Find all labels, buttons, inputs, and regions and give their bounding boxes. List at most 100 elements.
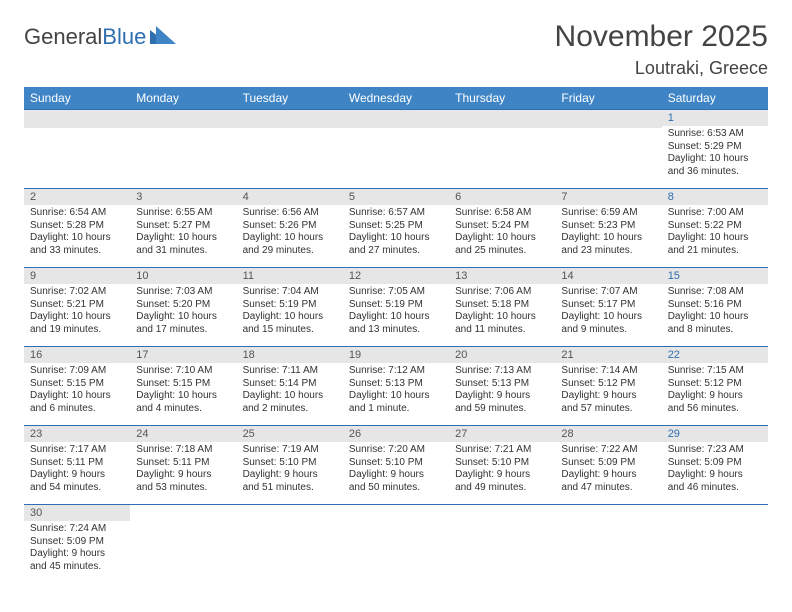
day-number: 18: [237, 347, 343, 363]
header: GeneralBlue November 2025 Loutraki, Gree…: [24, 20, 768, 79]
day-info: Sunrise: 7:07 AMSunset: 5:17 PMDaylight:…: [555, 284, 661, 340]
day-number: 11: [237, 268, 343, 284]
day-info: Sunrise: 7:11 AMSunset: 5:14 PMDaylight:…: [237, 363, 343, 419]
calendar-cell: 2Sunrise: 6:54 AMSunset: 5:28 PMDaylight…: [24, 189, 130, 268]
day-number: 22: [662, 347, 768, 363]
day-info: Sunrise: 7:24 AMSunset: 5:09 PMDaylight:…: [24, 521, 130, 577]
day-number: 15: [662, 268, 768, 284]
day-info: Sunrise: 7:00 AMSunset: 5:22 PMDaylight:…: [662, 205, 768, 261]
brand-part2: Blue: [102, 24, 146, 50]
day-number: 7: [555, 189, 661, 205]
calendar-cell: 20Sunrise: 7:13 AMSunset: 5:13 PMDayligh…: [449, 347, 555, 426]
day-number: 2: [24, 189, 130, 205]
title-location: Loutraki, Greece: [555, 58, 768, 79]
weekday-header: Tuesday: [237, 87, 343, 110]
calendar-cell: 3Sunrise: 6:55 AMSunset: 5:27 PMDaylight…: [130, 189, 236, 268]
calendar-cell: 17Sunrise: 7:10 AMSunset: 5:15 PMDayligh…: [130, 347, 236, 426]
calendar-row: 16Sunrise: 7:09 AMSunset: 5:15 PMDayligh…: [24, 347, 768, 426]
calendar-cell: 16Sunrise: 7:09 AMSunset: 5:15 PMDayligh…: [24, 347, 130, 426]
day-info: Sunrise: 7:17 AMSunset: 5:11 PMDaylight:…: [24, 442, 130, 498]
calendar-cell: 11Sunrise: 7:04 AMSunset: 5:19 PMDayligh…: [237, 268, 343, 347]
weekday-header: Friday: [555, 87, 661, 110]
weekday-header: Sunday: [24, 87, 130, 110]
title-month: November 2025: [555, 20, 768, 54]
day-number: 17: [130, 347, 236, 363]
calendar-cell: 1Sunrise: 6:53 AMSunset: 5:29 PMDaylight…: [662, 110, 768, 189]
daynum-empty: [555, 110, 661, 128]
day-number: 13: [449, 268, 555, 284]
day-number: 26: [343, 426, 449, 442]
day-number: 4: [237, 189, 343, 205]
calendar-cell: 25Sunrise: 7:19 AMSunset: 5:10 PMDayligh…: [237, 426, 343, 505]
day-info: Sunrise: 7:21 AMSunset: 5:10 PMDaylight:…: [449, 442, 555, 498]
weekday-header: Thursday: [449, 87, 555, 110]
day-info: Sunrise: 6:59 AMSunset: 5:23 PMDaylight:…: [555, 205, 661, 261]
day-number: 1: [662, 110, 768, 126]
calendar-cell: [555, 505, 661, 584]
day-number: 21: [555, 347, 661, 363]
calendar-cell: [237, 505, 343, 584]
calendar-cell: 28Sunrise: 7:22 AMSunset: 5:09 PMDayligh…: [555, 426, 661, 505]
calendar-row: 30Sunrise: 7:24 AMSunset: 5:09 PMDayligh…: [24, 505, 768, 584]
day-number: 25: [237, 426, 343, 442]
day-info: Sunrise: 7:10 AMSunset: 5:15 PMDaylight:…: [130, 363, 236, 419]
daynum-empty: [130, 110, 236, 128]
day-info: Sunrise: 7:12 AMSunset: 5:13 PMDaylight:…: [343, 363, 449, 419]
calendar-row: 2Sunrise: 6:54 AMSunset: 5:28 PMDaylight…: [24, 189, 768, 268]
day-info: Sunrise: 7:13 AMSunset: 5:13 PMDaylight:…: [449, 363, 555, 419]
day-info: Sunrise: 6:56 AMSunset: 5:26 PMDaylight:…: [237, 205, 343, 261]
day-info: Sunrise: 6:57 AMSunset: 5:25 PMDaylight:…: [343, 205, 449, 261]
calendar-cell: [662, 505, 768, 584]
calendar-cell: [343, 110, 449, 189]
day-info: Sunrise: 7:06 AMSunset: 5:18 PMDaylight:…: [449, 284, 555, 340]
calendar-cell: 8Sunrise: 7:00 AMSunset: 5:22 PMDaylight…: [662, 189, 768, 268]
brand-part1: General: [24, 24, 102, 50]
weekday-header-row: SundayMondayTuesdayWednesdayThursdayFrid…: [24, 87, 768, 110]
calendar-cell: [343, 505, 449, 584]
calendar-cell: [24, 110, 130, 189]
daynum-empty: [24, 110, 130, 128]
calendar-cell: 15Sunrise: 7:08 AMSunset: 5:16 PMDayligh…: [662, 268, 768, 347]
calendar-cell: [555, 110, 661, 189]
day-info: Sunrise: 7:02 AMSunset: 5:21 PMDaylight:…: [24, 284, 130, 340]
day-number: 6: [449, 189, 555, 205]
day-info: Sunrise: 7:05 AMSunset: 5:19 PMDaylight:…: [343, 284, 449, 340]
day-number: 24: [130, 426, 236, 442]
calendar-row: 9Sunrise: 7:02 AMSunset: 5:21 PMDaylight…: [24, 268, 768, 347]
day-info: Sunrise: 7:14 AMSunset: 5:12 PMDaylight:…: [555, 363, 661, 419]
calendar-cell: 10Sunrise: 7:03 AMSunset: 5:20 PMDayligh…: [130, 268, 236, 347]
calendar-cell: [130, 110, 236, 189]
daynum-empty: [343, 110, 449, 128]
weekday-header: Saturday: [662, 87, 768, 110]
daynum-empty: [237, 110, 343, 128]
calendar-cell: 23Sunrise: 7:17 AMSunset: 5:11 PMDayligh…: [24, 426, 130, 505]
day-number: 9: [24, 268, 130, 284]
calendar-cell: 7Sunrise: 6:59 AMSunset: 5:23 PMDaylight…: [555, 189, 661, 268]
day-info: Sunrise: 7:09 AMSunset: 5:15 PMDaylight:…: [24, 363, 130, 419]
day-number: 30: [24, 505, 130, 521]
day-info: Sunrise: 7:03 AMSunset: 5:20 PMDaylight:…: [130, 284, 236, 340]
calendar-cell: [449, 505, 555, 584]
day-number: 14: [555, 268, 661, 284]
day-info: Sunrise: 7:22 AMSunset: 5:09 PMDaylight:…: [555, 442, 661, 498]
calendar-row: 23Sunrise: 7:17 AMSunset: 5:11 PMDayligh…: [24, 426, 768, 505]
calendar-cell: 30Sunrise: 7:24 AMSunset: 5:09 PMDayligh…: [24, 505, 130, 584]
day-info: Sunrise: 7:23 AMSunset: 5:09 PMDaylight:…: [662, 442, 768, 498]
day-info: Sunrise: 7:08 AMSunset: 5:16 PMDaylight:…: [662, 284, 768, 340]
calendar-cell: 12Sunrise: 7:05 AMSunset: 5:19 PMDayligh…: [343, 268, 449, 347]
calendar-cell: 26Sunrise: 7:20 AMSunset: 5:10 PMDayligh…: [343, 426, 449, 505]
day-number: 28: [555, 426, 661, 442]
day-info: Sunrise: 7:15 AMSunset: 5:12 PMDaylight:…: [662, 363, 768, 419]
calendar-cell: [449, 110, 555, 189]
day-number: 8: [662, 189, 768, 205]
logo-icon: [150, 24, 176, 50]
day-info: Sunrise: 7:18 AMSunset: 5:11 PMDaylight:…: [130, 442, 236, 498]
calendar-cell: 18Sunrise: 7:11 AMSunset: 5:14 PMDayligh…: [237, 347, 343, 426]
calendar-cell: 5Sunrise: 6:57 AMSunset: 5:25 PMDaylight…: [343, 189, 449, 268]
day-info: Sunrise: 7:19 AMSunset: 5:10 PMDaylight:…: [237, 442, 343, 498]
day-number: 5: [343, 189, 449, 205]
calendar-cell: 14Sunrise: 7:07 AMSunset: 5:17 PMDayligh…: [555, 268, 661, 347]
day-number: 20: [449, 347, 555, 363]
calendar-cell: 24Sunrise: 7:18 AMSunset: 5:11 PMDayligh…: [130, 426, 236, 505]
calendar-table: SundayMondayTuesdayWednesdayThursdayFrid…: [24, 87, 768, 583]
